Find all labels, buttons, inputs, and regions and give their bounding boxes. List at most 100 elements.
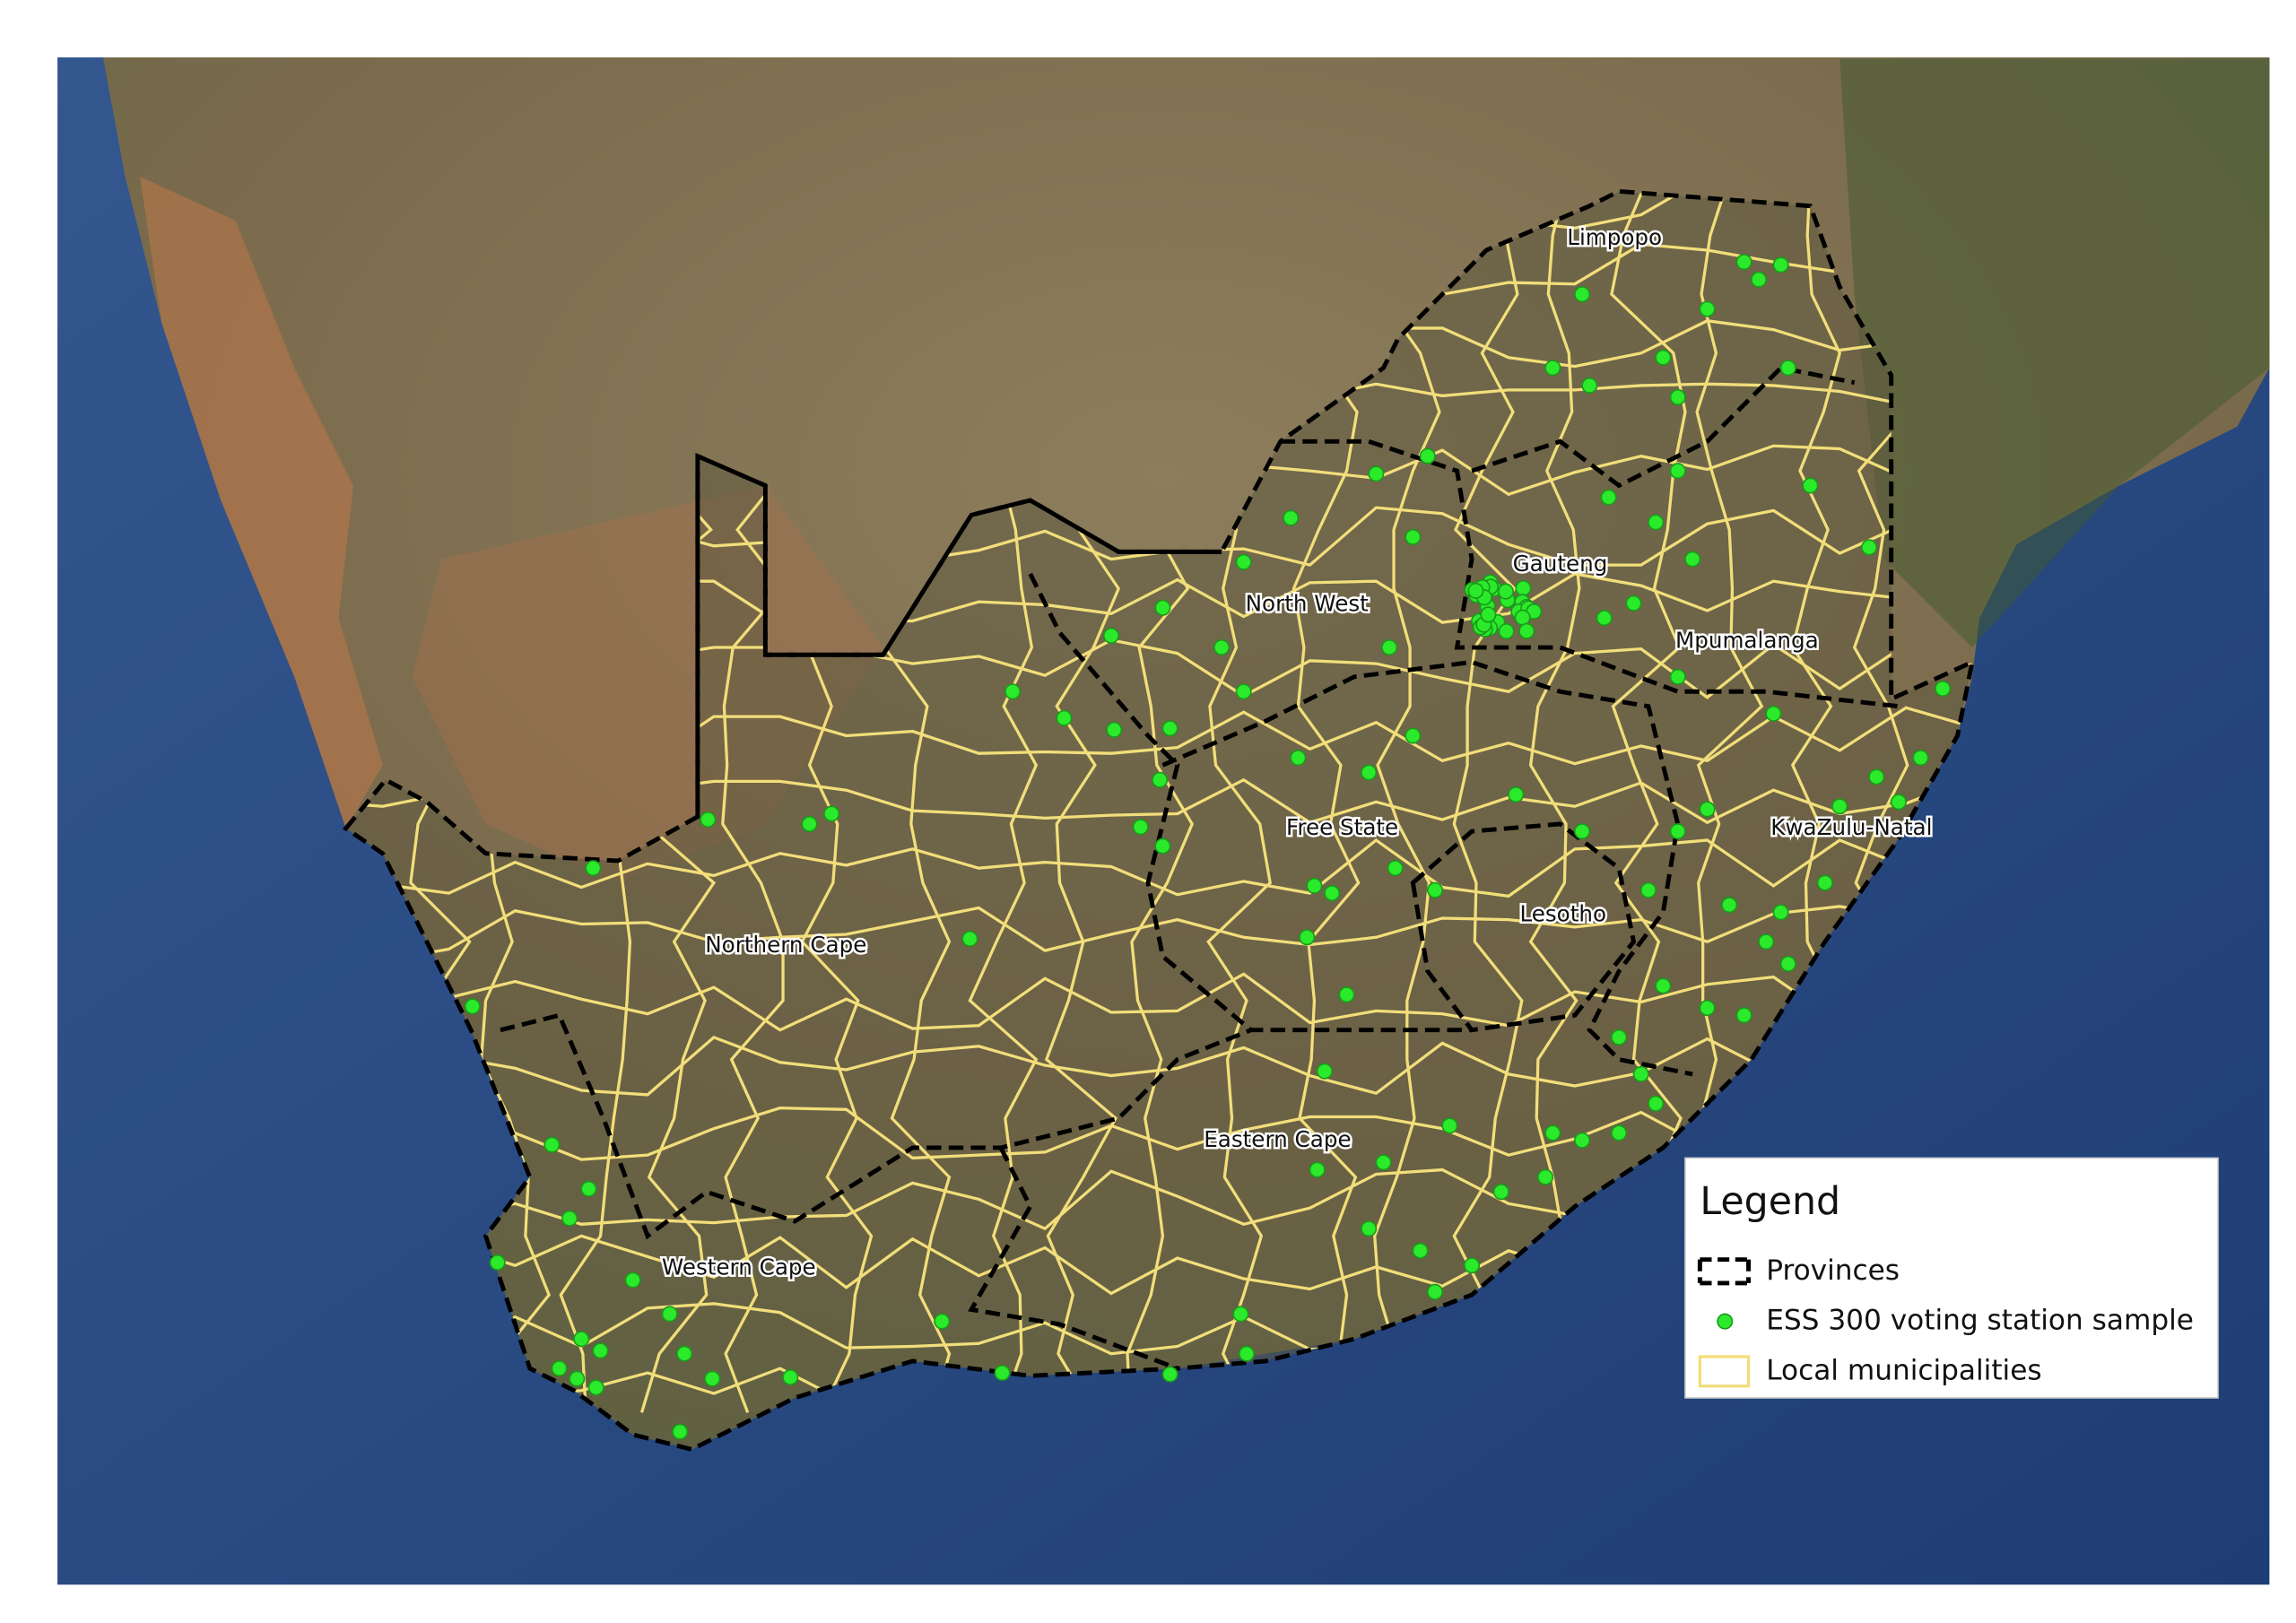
sample-point bbox=[1004, 683, 1022, 700]
legend-item: Provinces bbox=[1766, 1254, 1900, 1287]
sample-point bbox=[672, 1423, 689, 1440]
sample-point bbox=[1232, 1306, 1249, 1323]
sample-point bbox=[1514, 609, 1531, 626]
region-label: Eastern Cape bbox=[1204, 1126, 1351, 1152]
sample-point bbox=[1497, 583, 1514, 600]
east-green bbox=[1839, 58, 2270, 648]
sample-point bbox=[1699, 1000, 1716, 1017]
sample-point bbox=[1868, 768, 1885, 785]
sample-point bbox=[1537, 1168, 1554, 1185]
sample-point bbox=[544, 1136, 561, 1153]
sample-point bbox=[1309, 1161, 1326, 1178]
sample-point bbox=[464, 998, 481, 1015]
province-border bbox=[1280, 438, 1900, 709]
sample-point bbox=[1426, 881, 1444, 898]
sample-point bbox=[624, 1271, 641, 1289]
province-border bbox=[968, 1146, 1178, 1371]
map-area: Limpopo North West Gauteng Mpumalanga Fr… bbox=[57, 56, 2270, 1585]
sample-point bbox=[1639, 881, 1657, 898]
legend-province-swatch bbox=[1697, 1257, 1751, 1286]
sample-point bbox=[934, 1313, 951, 1330]
sample-point bbox=[1581, 377, 1598, 394]
sample-point bbox=[1699, 801, 1716, 818]
sample-point bbox=[1498, 622, 1515, 640]
lesotho-border bbox=[1410, 821, 1637, 1033]
sample-point bbox=[1316, 1063, 1333, 1080]
sample-point bbox=[573, 1331, 590, 1348]
sample-point bbox=[1426, 1283, 1444, 1300]
sample-point bbox=[585, 860, 602, 877]
sample-point bbox=[1463, 1257, 1481, 1274]
legend: Legend Provinces ESS 300 voting station … bbox=[1684, 1157, 2219, 1399]
sample-point bbox=[1574, 1132, 1591, 1149]
sample-point bbox=[1611, 1028, 1628, 1046]
sample-point bbox=[1816, 874, 1833, 891]
municipality-line bbox=[345, 905, 1972, 963]
sample-point bbox=[1831, 798, 1848, 815]
south-africa-land bbox=[345, 191, 1972, 1450]
sample-point bbox=[801, 815, 818, 832]
sample-point bbox=[1648, 1095, 1665, 1112]
sample-point bbox=[1467, 582, 1484, 599]
sample-point bbox=[1324, 885, 1341, 902]
province-border bbox=[1028, 572, 1473, 1033]
region-labels: Limpopo North West Gauteng Mpumalanga Fr… bbox=[659, 221, 1934, 1282]
municipality-line bbox=[345, 838, 1972, 898]
sample-point bbox=[994, 1365, 1011, 1382]
sample-point bbox=[1518, 622, 1535, 639]
sample-point bbox=[1890, 794, 1907, 811]
sample-point bbox=[1235, 553, 1252, 570]
region-label: Free State bbox=[1286, 814, 1398, 840]
sample-point bbox=[1154, 838, 1171, 855]
sample-point bbox=[1779, 360, 1796, 377]
sample-point bbox=[1419, 447, 1436, 464]
namib-desert bbox=[139, 176, 383, 829]
sample-point bbox=[1632, 1065, 1649, 1082]
sample-point bbox=[1655, 349, 1672, 366]
sample-point bbox=[1056, 709, 1073, 726]
sample-point bbox=[569, 1370, 586, 1387]
sample-point bbox=[1750, 271, 1768, 288]
sample-point bbox=[1480, 606, 1497, 623]
legend-municipality-swatch bbox=[1698, 1355, 1751, 1388]
municipality-line bbox=[1373, 191, 1441, 1414]
sample-point bbox=[1758, 933, 1775, 950]
sample-point bbox=[1699, 300, 1716, 317]
sample-point bbox=[1912, 750, 1929, 767]
sample-point bbox=[592, 1342, 609, 1359]
legend-item: Local municipalities bbox=[1766, 1354, 2041, 1386]
sample-point bbox=[1596, 610, 1613, 627]
sample-point bbox=[1381, 639, 1398, 656]
sample-point bbox=[489, 1254, 506, 1271]
sample-point bbox=[1779, 955, 1796, 972]
sample-point bbox=[704, 1370, 721, 1387]
sample-point bbox=[1802, 477, 1819, 494]
region-label: Lesotho bbox=[1519, 901, 1606, 927]
sample-point bbox=[1338, 986, 1355, 1003]
sample-point bbox=[1299, 929, 1316, 946]
sample-point bbox=[1772, 256, 1789, 273]
sample-point bbox=[1655, 977, 1672, 994]
sample-point bbox=[1375, 1154, 1392, 1171]
sample-point bbox=[1735, 254, 1752, 271]
sample-point bbox=[676, 1345, 693, 1362]
sample-point bbox=[1574, 823, 1591, 840]
municipality-line bbox=[1528, 191, 1604, 1413]
sample-point bbox=[1669, 823, 1686, 840]
sample-point bbox=[1306, 877, 1323, 894]
sample-point bbox=[1361, 764, 1378, 781]
sample-point bbox=[551, 1360, 568, 1377]
sample-point bbox=[700, 812, 717, 829]
province-border bbox=[695, 452, 1222, 817]
sample-point bbox=[1544, 1124, 1561, 1141]
province-border bbox=[1161, 659, 1693, 1077]
legend-item: ESS 300 voting station sample bbox=[1766, 1305, 2194, 1337]
sample-point bbox=[1669, 389, 1686, 406]
region-label: Western Cape bbox=[662, 1254, 816, 1280]
sample-point bbox=[1154, 599, 1171, 616]
sample-point bbox=[1721, 897, 1738, 914]
sample-point bbox=[1508, 786, 1525, 803]
municipality-line bbox=[1452, 191, 1524, 1413]
country-border bbox=[343, 188, 1976, 1452]
